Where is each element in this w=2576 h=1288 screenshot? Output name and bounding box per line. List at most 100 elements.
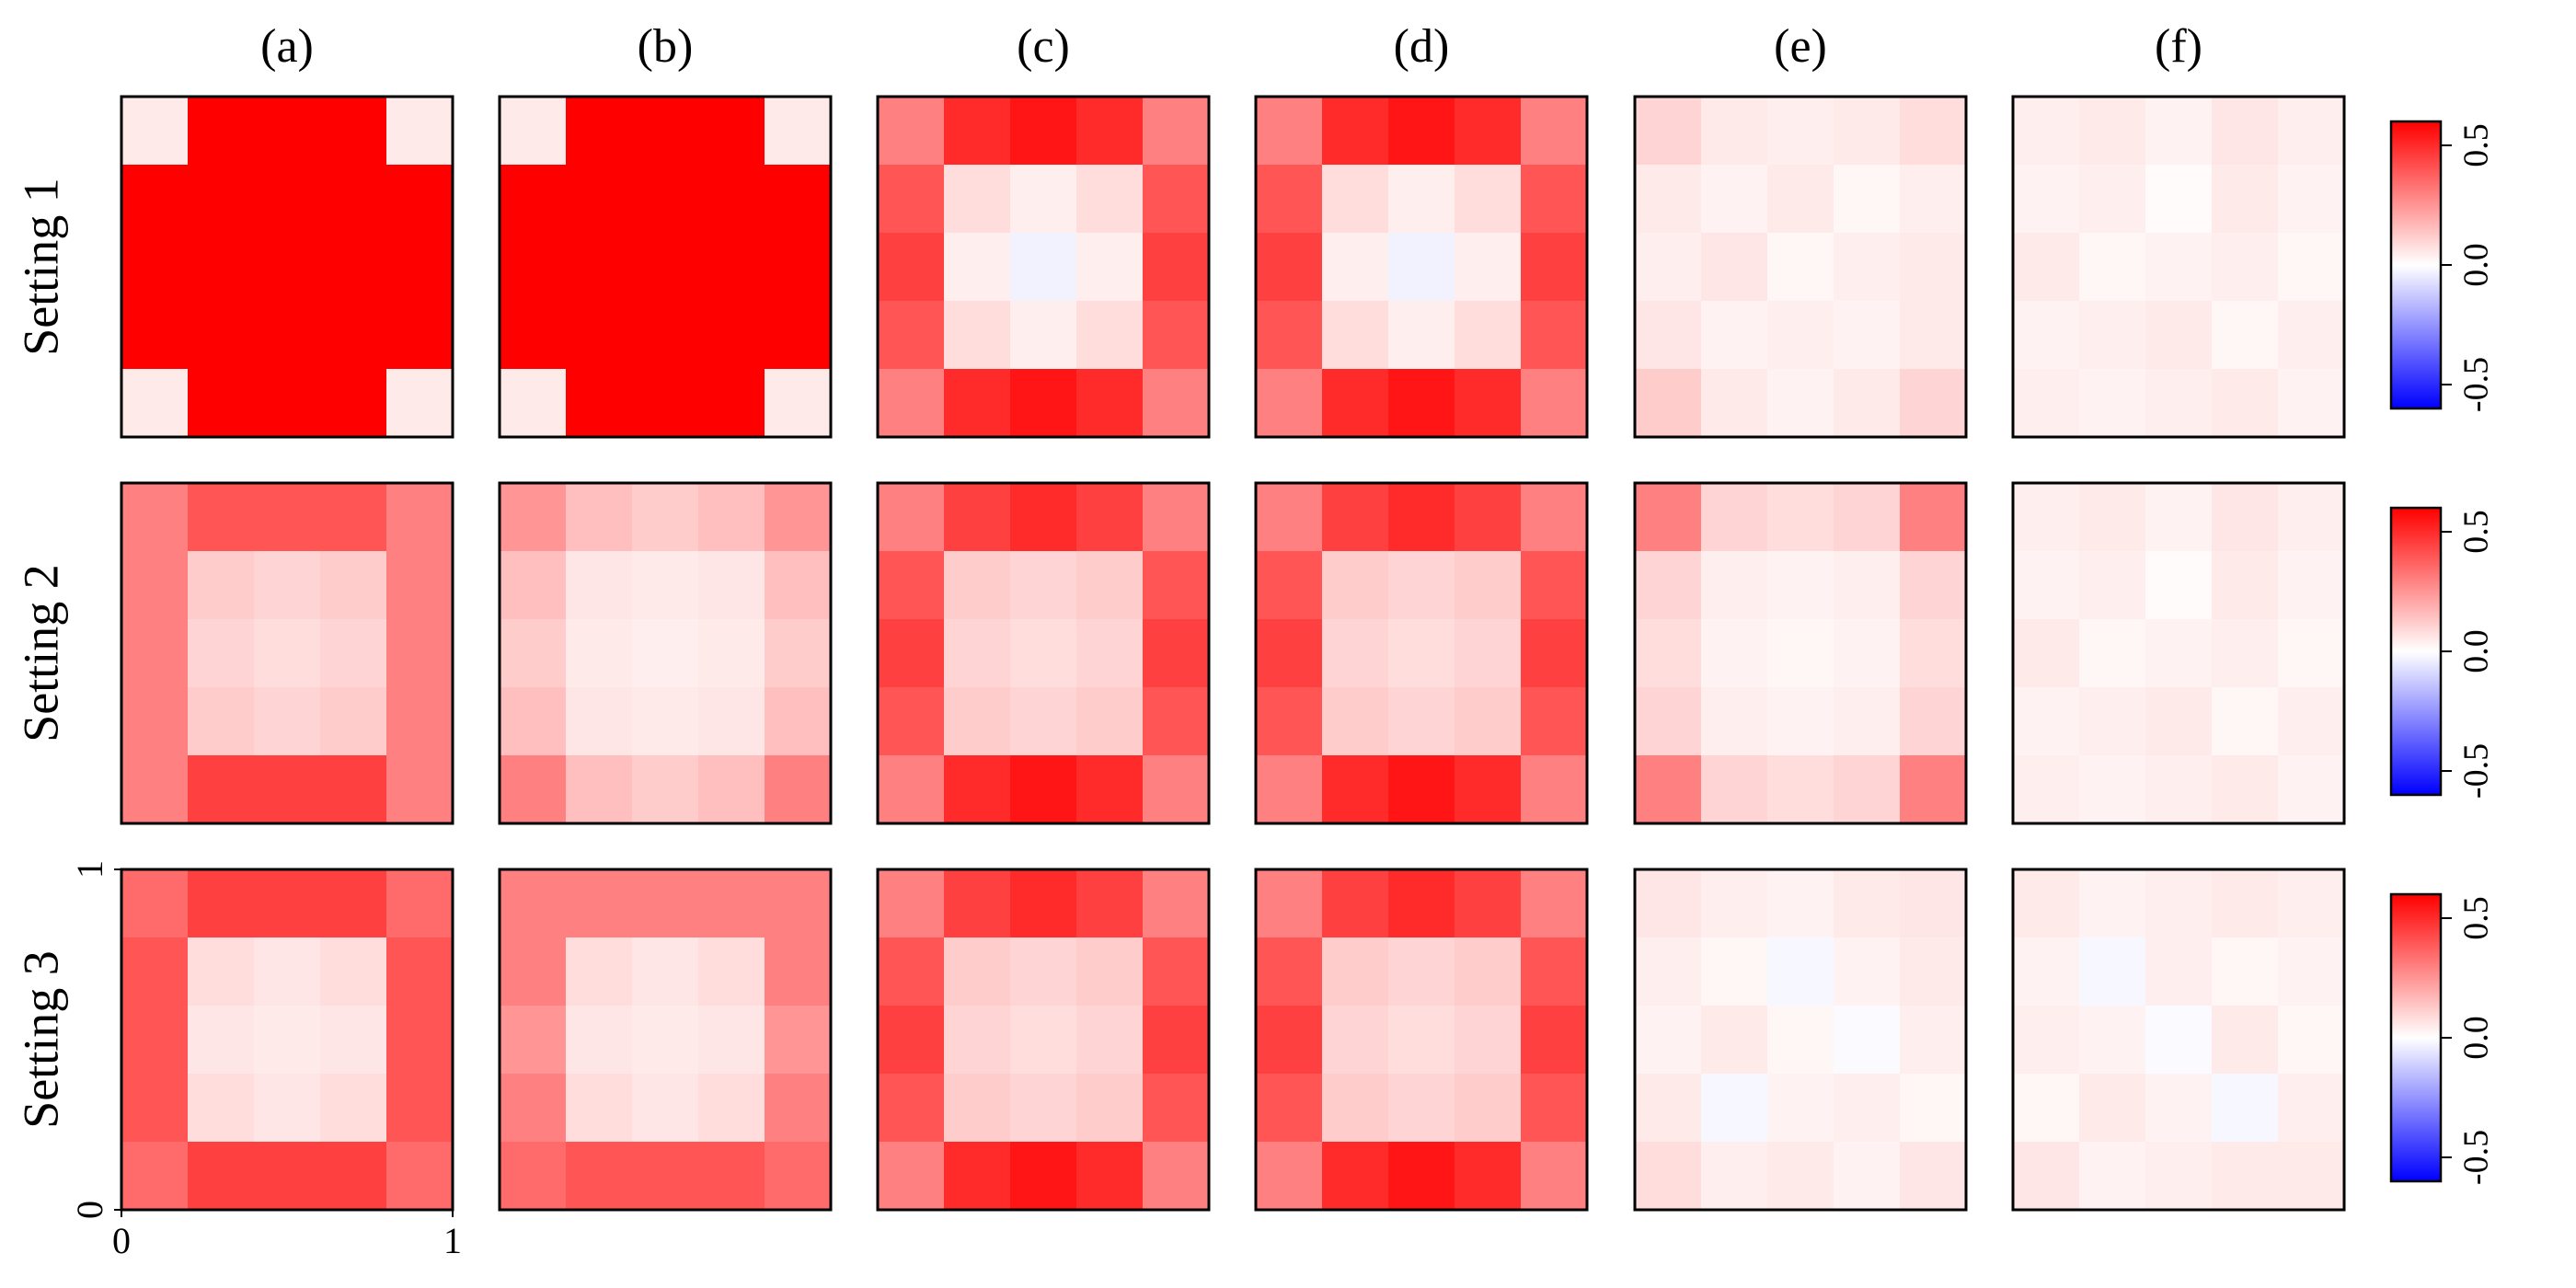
heatmap-cell bbox=[1455, 1074, 1522, 1143]
heatmap-cell bbox=[121, 233, 189, 302]
heatmap-cell bbox=[254, 1074, 321, 1143]
heatmap-cell bbox=[2145, 1074, 2213, 1143]
heatmap-cell bbox=[1767, 301, 1834, 370]
heatmap-cell bbox=[698, 869, 765, 938]
heatmap-cell bbox=[566, 937, 633, 1006]
heatmap-cell bbox=[500, 483, 567, 552]
heatmap-cell bbox=[878, 687, 945, 756]
heatmap-cell bbox=[2212, 483, 2279, 552]
heatmap-cell bbox=[1834, 1142, 1901, 1211]
heatmap-cell bbox=[566, 301, 633, 370]
heatmap-cell bbox=[188, 687, 255, 756]
row-label: Setting 3 bbox=[13, 950, 68, 1129]
heatmap-cell bbox=[698, 687, 765, 756]
heatmap-cell bbox=[1322, 937, 1389, 1006]
heatmap-cell bbox=[2278, 1074, 2345, 1143]
colorbar-tick-label: 0.5 bbox=[2457, 510, 2496, 554]
panel-frame bbox=[876, 95, 1211, 439]
heatmap-cell bbox=[1388, 937, 1455, 1006]
heatmap-cells bbox=[2013, 483, 2345, 824]
heatmap-cell bbox=[944, 619, 1011, 688]
heatmap-cell bbox=[1455, 869, 1522, 938]
heatmap-cell bbox=[1635, 687, 1702, 756]
heatmap-cell bbox=[1010, 369, 1077, 438]
heatmap-cell bbox=[1900, 97, 1967, 166]
heatmap-cell bbox=[1256, 1142, 1323, 1211]
heatmap-cell bbox=[1076, 869, 1144, 938]
heatmap-cell bbox=[632, 483, 699, 552]
heatmap-cell bbox=[1521, 1142, 1588, 1211]
heatmap-cell bbox=[320, 165, 387, 234]
heatmap-cell bbox=[1076, 687, 1144, 756]
x-tick-label: 1 bbox=[443, 1220, 462, 1261]
heatmap-cell bbox=[2145, 687, 2213, 756]
heatmap-cell bbox=[1635, 619, 1702, 688]
heatmap-cell bbox=[121, 369, 189, 438]
heatmap-cell bbox=[2079, 1006, 2146, 1075]
heatmap-cell bbox=[1701, 755, 1768, 824]
heatmap-cells bbox=[1635, 97, 1967, 438]
heatmap-cell bbox=[698, 755, 765, 824]
heatmap-cell bbox=[1143, 97, 1210, 166]
heatmap-cell bbox=[1521, 97, 1588, 166]
heatmap-cell bbox=[1010, 233, 1077, 302]
heatmap-cell bbox=[2212, 1006, 2279, 1075]
heatmap-cell bbox=[2212, 619, 2279, 688]
heatmap-cell bbox=[2013, 301, 2080, 370]
heatmap-cell bbox=[2145, 869, 2213, 938]
heatmap-cell bbox=[1143, 369, 1210, 438]
heatmap-cell bbox=[1076, 165, 1144, 234]
heatmap-cell bbox=[254, 755, 321, 824]
heatmap-cell bbox=[2013, 755, 2080, 824]
heatmap-cell bbox=[1701, 369, 1768, 438]
heatmap-cell bbox=[2278, 755, 2345, 824]
heatmap-cell bbox=[121, 551, 189, 620]
heatmap-cell bbox=[2013, 1074, 2080, 1143]
panel-frame bbox=[1633, 95, 1968, 439]
heatmap-cell bbox=[188, 97, 255, 166]
heatmap-cell bbox=[1076, 755, 1144, 824]
heatmap-cell bbox=[1767, 233, 1834, 302]
x-tick-label: 0 bbox=[112, 1220, 131, 1261]
heatmap-cell bbox=[121, 1074, 189, 1143]
heatmap-cell bbox=[1521, 1074, 1588, 1143]
heatmap-cell bbox=[386, 551, 454, 620]
heatmap-cell bbox=[1900, 1142, 1967, 1211]
heatmap-cell bbox=[1635, 233, 1702, 302]
heatmap-cell bbox=[566, 1142, 633, 1211]
heatmap-cell bbox=[1834, 233, 1901, 302]
heatmap-cell bbox=[1322, 301, 1389, 370]
heatmap-cell bbox=[254, 619, 321, 688]
heatmap-cell bbox=[1388, 369, 1455, 438]
heatmap-cell bbox=[188, 233, 255, 302]
heatmap-cell bbox=[500, 1006, 567, 1075]
heatmap-cell bbox=[1010, 1006, 1077, 1075]
heatmap-cell bbox=[1010, 619, 1077, 688]
heatmap-cell bbox=[1834, 97, 1901, 166]
heatmap-cell bbox=[944, 1142, 1011, 1211]
heatmap-cell bbox=[1256, 619, 1323, 688]
heatmap-cells bbox=[2013, 97, 2345, 438]
heatmap-cell bbox=[1322, 1006, 1389, 1075]
heatmap-cell bbox=[632, 97, 699, 166]
heatmap-cell bbox=[2212, 869, 2279, 938]
heatmap-cell bbox=[1322, 687, 1389, 756]
heatmap-cell bbox=[386, 755, 454, 824]
heatmap-cell bbox=[632, 301, 699, 370]
heatmap-cell bbox=[1256, 165, 1323, 234]
heatmap-cell bbox=[121, 619, 189, 688]
heatmap-cell bbox=[698, 1142, 765, 1211]
column-label: (d) bbox=[1394, 20, 1450, 73]
heatmap-cell bbox=[1455, 483, 1522, 552]
heatmap-cell bbox=[2013, 483, 2080, 552]
panel-frame bbox=[876, 868, 1211, 1212]
heatmap-cell bbox=[2212, 301, 2279, 370]
heatmap-cell bbox=[765, 937, 832, 1006]
heatmap-cell bbox=[1322, 619, 1389, 688]
heatmap-cell bbox=[1076, 97, 1144, 166]
heatmap-cell bbox=[1521, 551, 1588, 620]
heatmap-cell bbox=[1256, 937, 1323, 1006]
heatmap-cell bbox=[1701, 687, 1768, 756]
heatmap-cell bbox=[1076, 301, 1144, 370]
heatmap-cell bbox=[1701, 1006, 1768, 1075]
